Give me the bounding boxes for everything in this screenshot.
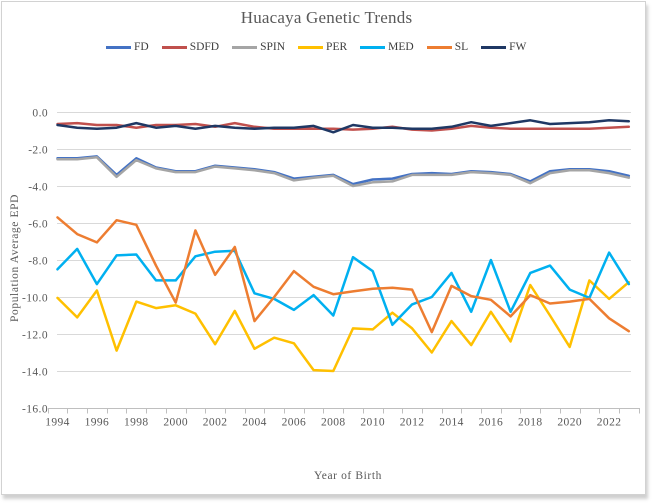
legend-swatch-SDFD <box>161 46 187 50</box>
legend-item-FW: FW <box>481 41 527 54</box>
series-line-FW <box>56 119 631 134</box>
series-line-PER <box>56 279 631 373</box>
x-tick-label: 1998 <box>124 417 149 429</box>
y-tick-label: -10.0 <box>22 293 48 305</box>
y-tick-label: -14.0 <box>22 367 48 379</box>
legend-swatch-MED <box>360 46 386 50</box>
x-tick-label: 2008 <box>321 417 346 429</box>
x-tick-label: 2018 <box>518 417 543 429</box>
legend-label: MED <box>388 41 414 53</box>
x-tick-label: 2022 <box>597 417 622 429</box>
series-line-SL <box>56 216 631 334</box>
legend-item-SL: SL <box>426 41 469 54</box>
legend-swatch-SPIN <box>232 46 258 50</box>
x-tick-label: 2006 <box>282 417 307 429</box>
legend-label: SPIN <box>260 41 286 53</box>
legend: FD SDFD SPIN PER MED SL FW <box>106 41 527 54</box>
x-tick-label: 1994 <box>45 417 70 429</box>
legend-item-MED: MED <box>360 41 414 54</box>
y-tick-label: -8.0 <box>28 256 48 268</box>
x-tick-label: 2002 <box>203 417 228 429</box>
x-tick-label: 2020 <box>557 417 582 429</box>
x-tick-label: 2014 <box>439 417 464 429</box>
x-tick-label: 2012 <box>400 417 425 429</box>
y-tick-label: -16.0 <box>22 404 48 416</box>
x-tick-label: 2004 <box>242 417 267 429</box>
x-tick-label: 1996 <box>85 417 110 429</box>
legend-label: SDFD <box>189 41 220 53</box>
legend-swatch-FW <box>481 46 507 50</box>
x-tick-label: 2010 <box>360 417 385 429</box>
legend-swatch-SL <box>426 46 452 50</box>
series-line-MED <box>56 247 631 327</box>
legend-item-PER: PER <box>298 41 348 54</box>
y-tick-label: 0.0 <box>32 108 48 120</box>
legend-swatch-PER <box>298 46 324 50</box>
legend-label: SL <box>454 41 469 53</box>
legend-swatch-FD <box>106 46 131 50</box>
x-axis-title: Year of Birth <box>314 470 382 482</box>
y-tick-label: -12.0 <box>22 330 48 342</box>
legend-item-SDFD: SDFD <box>161 41 220 54</box>
x-tick-label: 2000 <box>163 417 188 429</box>
legend-item-FD: FD <box>106 41 149 54</box>
y-axis-title: Population Average EPD <box>9 194 21 322</box>
y-tick-label: -4.0 <box>28 182 48 194</box>
legend-label: FW <box>509 41 527 53</box>
series-line-SPIN <box>56 156 631 188</box>
y-tick-label: -2.0 <box>28 145 48 157</box>
legend-item-SPIN: SPIN <box>232 41 286 54</box>
legend-label: PER <box>326 41 348 53</box>
legend-label: FD <box>134 41 149 53</box>
x-tick-label: 2016 <box>479 417 504 429</box>
y-tick-label: -6.0 <box>28 219 48 231</box>
chart-title: Huacaya Genetic Trends <box>240 8 413 27</box>
